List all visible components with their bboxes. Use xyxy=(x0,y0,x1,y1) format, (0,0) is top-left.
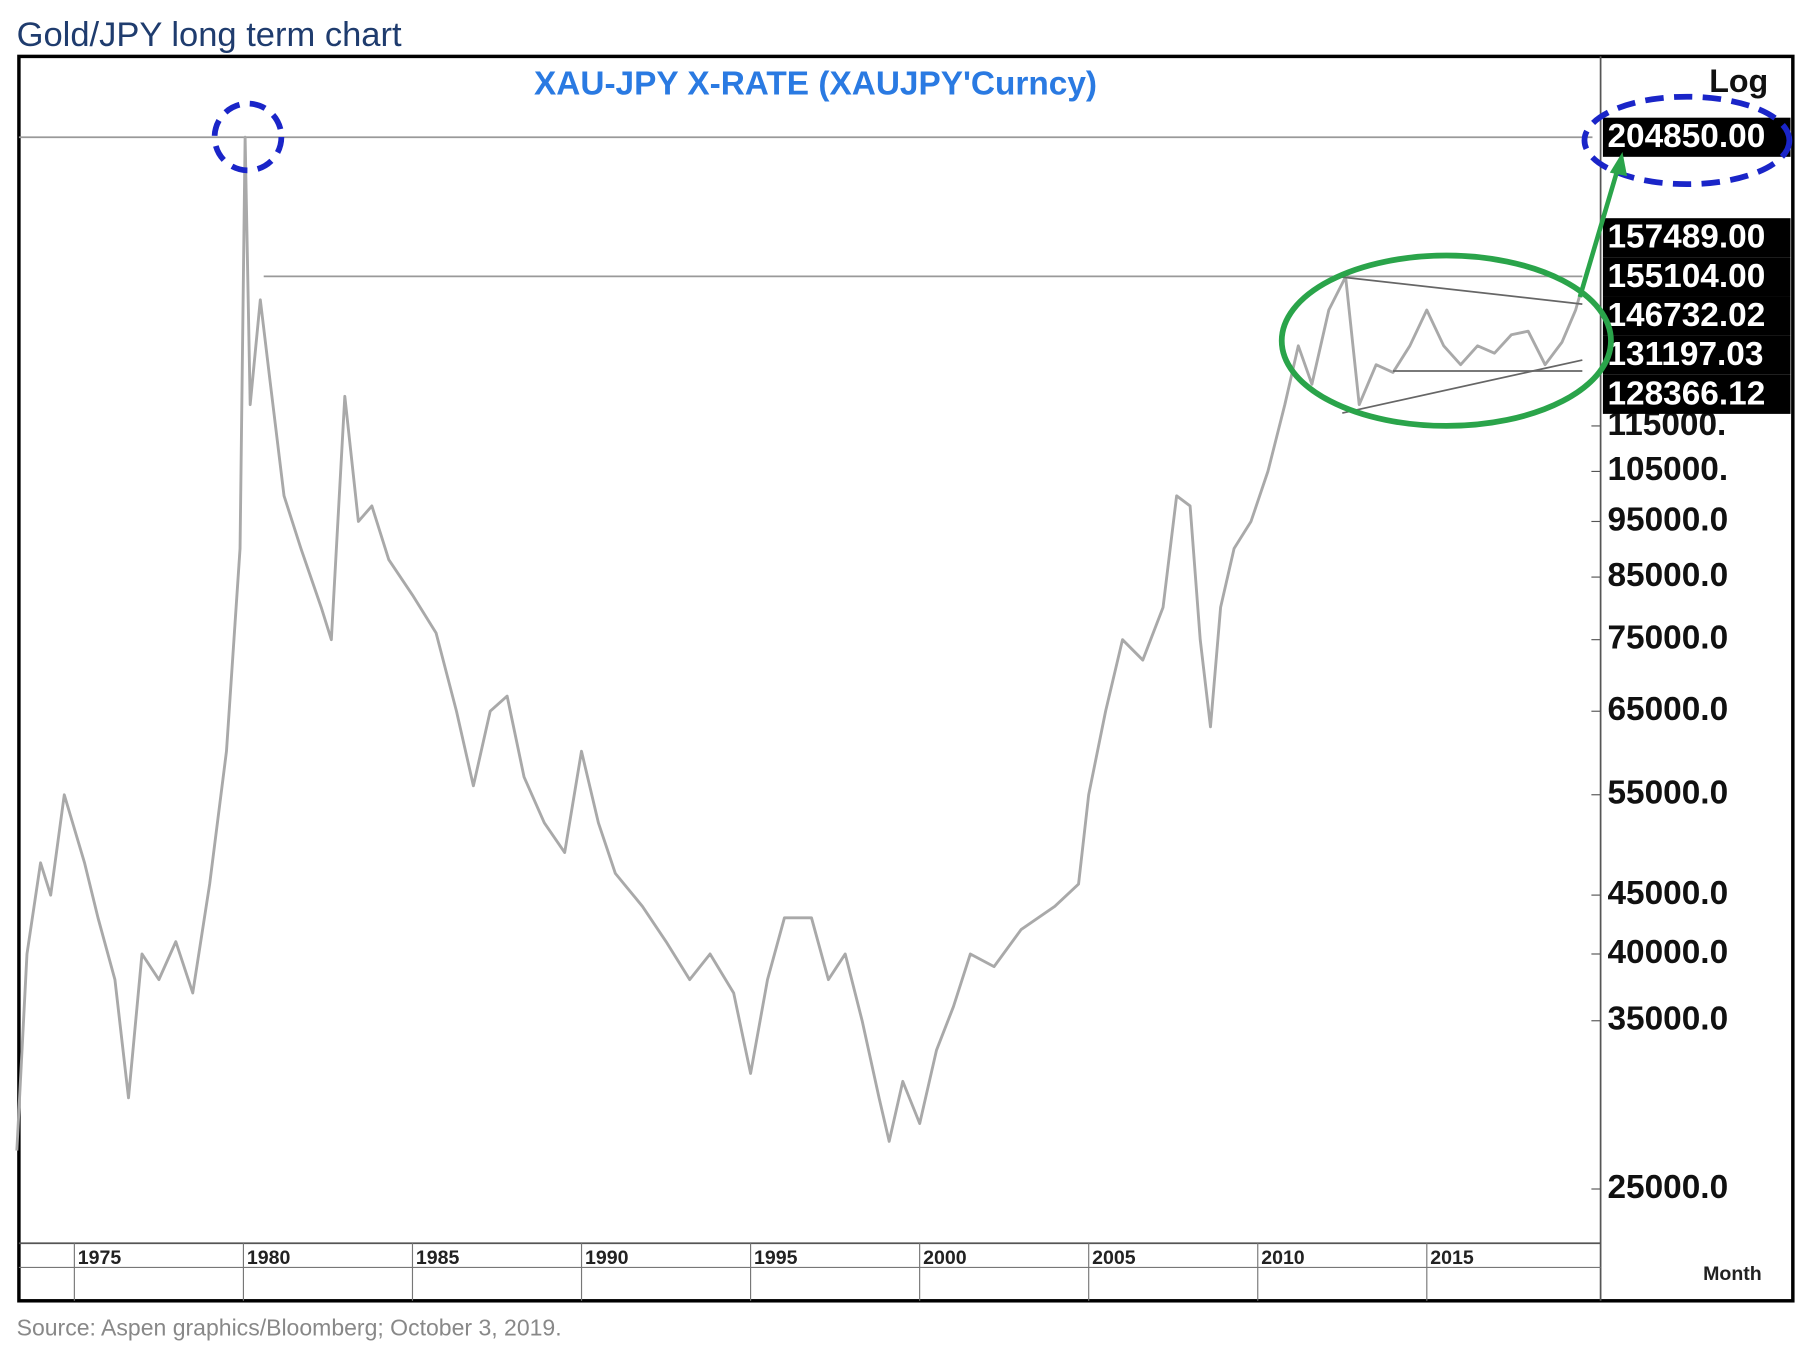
level-label: 131197.03 xyxy=(1608,336,1764,373)
x-tick-label: 2000 xyxy=(923,1247,967,1269)
y-tick-label: 40000.0 xyxy=(1608,934,1729,971)
scale-label: Log xyxy=(1709,63,1768,99)
trend-line xyxy=(1342,359,1583,414)
trend-line xyxy=(1335,275,1583,305)
frame xyxy=(17,54,1795,1303)
x-tick-label: 1980 xyxy=(247,1247,291,1269)
y-tick-label: 75000.0 xyxy=(1608,619,1729,656)
level-box xyxy=(1602,296,1791,336)
level-box xyxy=(1602,374,1791,414)
x-axis-label: Month xyxy=(1703,1263,1762,1285)
level-label: 146732.02 xyxy=(1608,297,1766,334)
level-box xyxy=(1602,335,1791,375)
marks: 25000.0 35000.0 40000.0 45000.0 55000.0 65000… xyxy=(15,135,1729,1301)
y-tick-label: 105000. xyxy=(1608,451,1729,488)
level-label: 204850.00 xyxy=(1608,118,1766,155)
x-tick-label: 2015 xyxy=(1430,1247,1474,1269)
y-tick-label: 55000.0 xyxy=(1608,775,1729,812)
x-tick-label: 1985 xyxy=(416,1247,460,1269)
level-highlight xyxy=(1581,93,1793,188)
arrow-shaft xyxy=(1577,163,1622,298)
x-tick-label: 1995 xyxy=(754,1247,798,1269)
source: Source: Aspen graphics/Bloomberg; Octobe… xyxy=(17,1314,562,1340)
level-box xyxy=(1602,117,1791,157)
x-tick-label: 1975 xyxy=(78,1247,122,1269)
level-box xyxy=(1602,218,1791,258)
y-tick-label: 95000.0 xyxy=(1608,501,1729,538)
triangle-highlight xyxy=(1278,252,1614,429)
y-tick-label: 85000.0 xyxy=(1608,557,1729,594)
level-label: 157489.00 xyxy=(1608,219,1766,256)
x-tick-label: 2010 xyxy=(1261,1247,1305,1269)
page-header: Gold/JPY long term chart xyxy=(17,16,402,54)
y-tick-label: 65000.0 xyxy=(1608,691,1729,728)
level-labels: 204850.00 157489.00155104.00146732.021311… xyxy=(1602,117,1791,414)
level-label: 155104.00 xyxy=(1608,258,1766,295)
peak-highlight xyxy=(211,100,285,174)
price-line xyxy=(15,135,1589,1151)
x-tick-label: 2005 xyxy=(1092,1247,1136,1269)
arrow-head xyxy=(1609,151,1628,177)
y-tick-label: 35000.0 xyxy=(1608,1001,1729,1038)
y-tick-label: 45000.0 xyxy=(1608,875,1729,912)
level-label: 128366.12 xyxy=(1608,375,1766,412)
chart-title: XAU-JPY X-RATE (XAUJPY'Curncy) xyxy=(534,65,1097,102)
level-box xyxy=(1602,257,1791,297)
y-tick-label: 25000.0 xyxy=(1608,1169,1729,1206)
x-tick-label: 1990 xyxy=(585,1247,629,1269)
